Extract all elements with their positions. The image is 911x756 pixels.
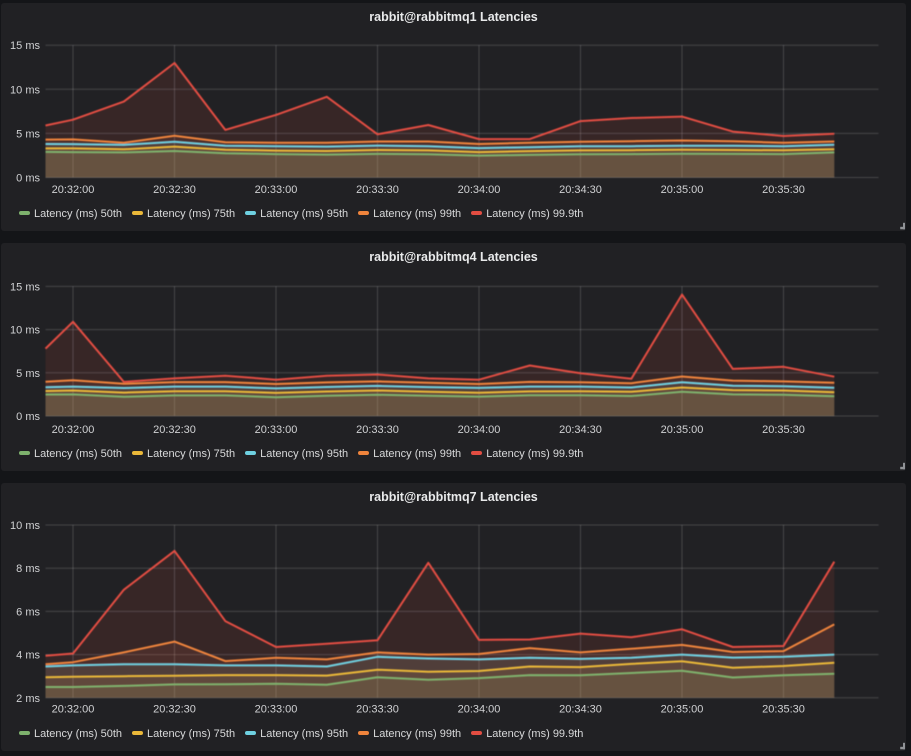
svg-text:20:34:00: 20:34:00 bbox=[458, 184, 501, 196]
svg-text:20:32:00: 20:32:00 bbox=[52, 704, 95, 716]
svg-text:20:33:30: 20:33:30 bbox=[356, 704, 399, 716]
svg-text:20:34:00: 20:34:00 bbox=[458, 424, 501, 436]
svg-text:10 ms: 10 ms bbox=[10, 84, 40, 96]
svg-text:20:35:30: 20:35:30 bbox=[762, 704, 805, 716]
svg-text:20:35:30: 20:35:30 bbox=[762, 424, 805, 436]
svg-text:20:34:30: 20:34:30 bbox=[559, 704, 602, 716]
svg-text:8 ms: 8 ms bbox=[16, 563, 40, 575]
svg-text:20:35:00: 20:35:00 bbox=[661, 184, 704, 196]
svg-text:20:34:30: 20:34:30 bbox=[559, 424, 602, 436]
svg-text:20:34:00: 20:34:00 bbox=[458, 704, 501, 716]
svg-text:15 ms: 15 ms bbox=[10, 40, 40, 52]
svg-text:6 ms: 6 ms bbox=[16, 606, 40, 618]
svg-text:20:32:30: 20:32:30 bbox=[153, 424, 196, 436]
svg-text:20:35:30: 20:35:30 bbox=[762, 184, 805, 196]
svg-text:0 ms: 0 ms bbox=[16, 173, 40, 185]
svg-text:0 ms: 0 ms bbox=[16, 411, 40, 423]
svg-text:20:33:00: 20:33:00 bbox=[255, 184, 298, 196]
svg-text:20:32:00: 20:32:00 bbox=[52, 424, 95, 436]
svg-text:20:35:00: 20:35:00 bbox=[661, 704, 704, 716]
svg-text:20:33:30: 20:33:30 bbox=[356, 184, 399, 196]
svg-text:20:32:00: 20:32:00 bbox=[52, 184, 95, 196]
svg-text:5 ms: 5 ms bbox=[16, 128, 40, 140]
svg-text:15 ms: 15 ms bbox=[10, 281, 40, 293]
svg-text:20:34:30: 20:34:30 bbox=[559, 184, 602, 196]
svg-text:20:33:00: 20:33:00 bbox=[255, 424, 298, 436]
svg-text:10 ms: 10 ms bbox=[10, 325, 40, 337]
svg-text:20:35:00: 20:35:00 bbox=[661, 424, 704, 436]
svg-text:2 ms: 2 ms bbox=[16, 693, 40, 705]
svg-text:5 ms: 5 ms bbox=[16, 368, 40, 380]
svg-text:10 ms: 10 ms bbox=[10, 520, 40, 532]
svg-text:20:32:30: 20:32:30 bbox=[153, 184, 196, 196]
svg-text:20:33:30: 20:33:30 bbox=[356, 424, 399, 436]
svg-text:20:32:30: 20:32:30 bbox=[153, 704, 196, 716]
svg-text:4 ms: 4 ms bbox=[16, 650, 40, 662]
svg-text:20:33:00: 20:33:00 bbox=[255, 704, 298, 716]
